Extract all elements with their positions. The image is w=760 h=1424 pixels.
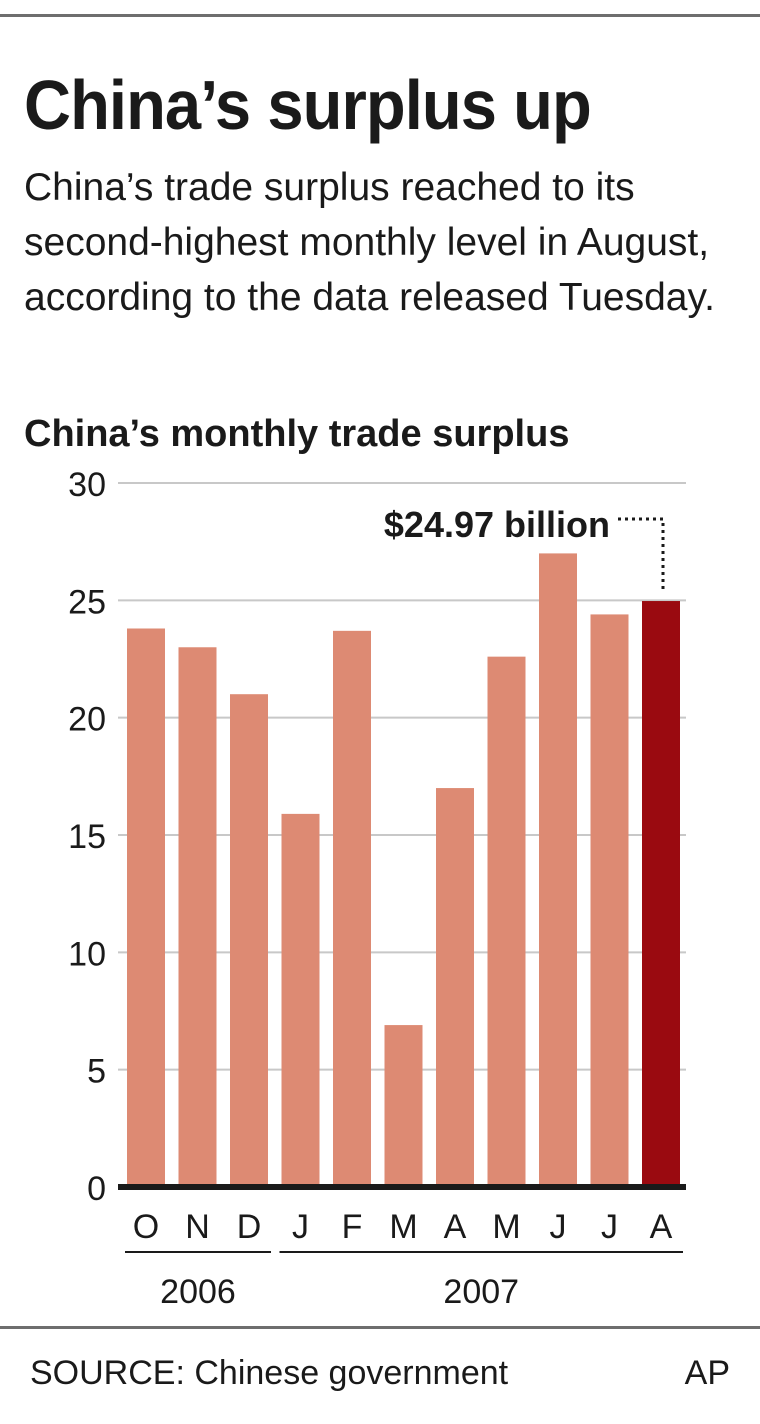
bar bbox=[384, 1025, 423, 1187]
x-tick-label: M bbox=[389, 1208, 417, 1246]
bar bbox=[487, 656, 526, 1187]
y-tick-label: 5 bbox=[87, 1053, 106, 1091]
x-tick-label: J bbox=[550, 1208, 567, 1246]
bar bbox=[178, 647, 217, 1187]
x-tick-label: N bbox=[185, 1208, 210, 1246]
year-label: 2006 bbox=[160, 1273, 236, 1311]
x-tick-label: D bbox=[237, 1208, 262, 1246]
bar bbox=[281, 813, 320, 1187]
x-tick-label: F bbox=[342, 1208, 363, 1246]
y-tick-label: 30 bbox=[68, 466, 106, 504]
bar bbox=[590, 614, 629, 1187]
source-note: SOURCE: Chinese government bbox=[30, 1354, 509, 1392]
x-tick-label: J bbox=[601, 1208, 618, 1246]
x-tick-label: M bbox=[492, 1208, 520, 1246]
x-tick-label: O bbox=[133, 1208, 159, 1246]
y-tick-label: 10 bbox=[68, 935, 106, 973]
headline: China’s surplus up bbox=[24, 66, 592, 144]
bar bbox=[333, 630, 371, 1187]
y-tick-label: 25 bbox=[68, 583, 106, 621]
top-rule bbox=[0, 14, 760, 17]
bottom-rule bbox=[0, 1326, 760, 1329]
x-tick-label: A bbox=[444, 1208, 467, 1246]
credit-label: AP bbox=[684, 1354, 730, 1392]
annotation-leader-line bbox=[618, 517, 665, 594]
y-tick-label: 15 bbox=[68, 818, 106, 856]
bar bbox=[230, 694, 268, 1187]
year-label: 2007 bbox=[443, 1273, 519, 1311]
y-tick-label: 20 bbox=[68, 701, 106, 739]
x-tick-label: J bbox=[292, 1208, 309, 1246]
bar bbox=[539, 553, 577, 1187]
x-tick-label: A bbox=[650, 1208, 673, 1246]
bar bbox=[127, 628, 165, 1187]
annotation-label: $24.97 billion bbox=[384, 504, 610, 545]
subtitle: China’s trade surplus reached to its sec… bbox=[24, 166, 715, 319]
chart-title: China’s monthly trade surplus bbox=[24, 413, 570, 455]
bar bbox=[436, 788, 474, 1187]
bar bbox=[642, 601, 680, 1187]
y-tick-label: 0 bbox=[87, 1170, 106, 1208]
